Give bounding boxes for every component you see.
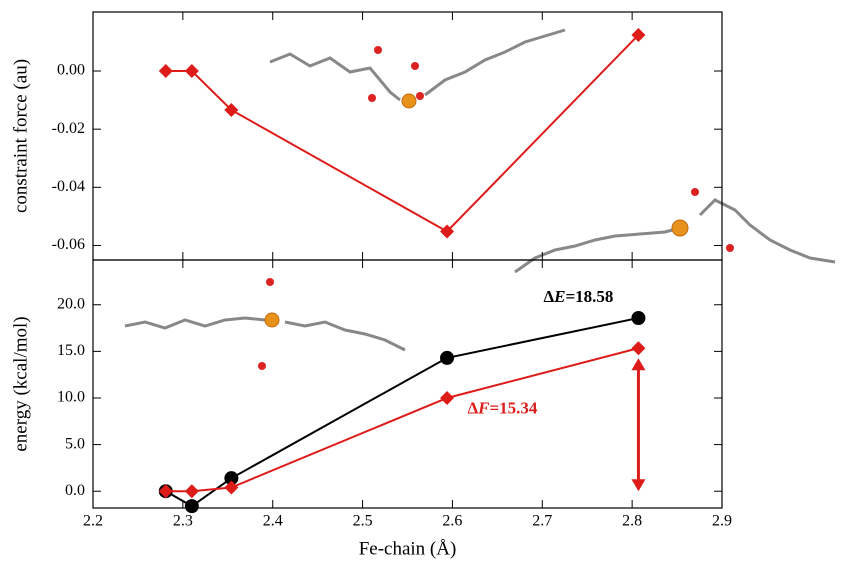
plot-frame xyxy=(92,11,723,261)
data-point xyxy=(224,471,239,486)
y-tick-label: 20.0 xyxy=(57,295,85,312)
y-axis-label: energy (kcal/mol) xyxy=(10,316,31,451)
data-point xyxy=(184,499,199,514)
x-tick-label: 2.2 xyxy=(83,513,103,530)
annotation-part: E xyxy=(553,287,565,306)
data-point xyxy=(631,27,646,42)
data-point xyxy=(224,480,239,495)
y-axis-label: constraint force (au) xyxy=(10,59,31,213)
x-axis-label: Fe-chain (Å) xyxy=(359,538,457,559)
x-tick-label: 2.4 xyxy=(263,513,283,530)
y-tick-label: 0.0 xyxy=(65,482,85,499)
data-point xyxy=(631,341,646,356)
annotation: ΔE=18.58 xyxy=(543,287,613,306)
annotation-part: Δ xyxy=(543,287,554,306)
x-tick-label: 2.6 xyxy=(442,513,462,530)
data-point xyxy=(184,484,199,499)
molecule-illustrations xyxy=(124,28,836,370)
y-tick-label: 5.0 xyxy=(65,435,85,452)
y-tick-label: -0.04 xyxy=(52,178,85,195)
y-tick-label: 0.00 xyxy=(57,62,85,79)
y-tick-label: 10.0 xyxy=(57,389,85,406)
annotation-part: =15.34 xyxy=(489,399,537,418)
data-point xyxy=(158,484,173,499)
data-point xyxy=(184,64,199,79)
annotation-part: F xyxy=(477,399,490,418)
plot-frame xyxy=(92,259,723,509)
y-tick-label: -0.06 xyxy=(52,236,85,253)
data-point xyxy=(440,390,455,405)
series-line xyxy=(165,347,639,493)
x-tick-label: 2.3 xyxy=(173,513,193,530)
x-tick-label: 2.8 xyxy=(622,513,642,530)
data-point xyxy=(440,350,455,365)
y-tick-label: -0.02 xyxy=(52,120,85,137)
y-tick-label: 15.0 xyxy=(57,342,85,359)
annotation-part: Δ xyxy=(467,399,478,418)
arrow-head xyxy=(631,358,646,371)
data-point xyxy=(158,64,173,79)
arrow-head xyxy=(631,479,646,492)
series-line xyxy=(165,34,640,233)
x-tick-label: 2.9 xyxy=(712,513,732,530)
data-point xyxy=(224,102,239,117)
annotation-part: =18.58 xyxy=(565,287,613,306)
x-tick-label: 2.7 xyxy=(532,513,552,530)
annotation: ΔF=15.34 xyxy=(467,399,537,418)
x-tick-label: 2.5 xyxy=(353,513,373,530)
data-point xyxy=(631,310,646,325)
data-point xyxy=(440,224,455,239)
